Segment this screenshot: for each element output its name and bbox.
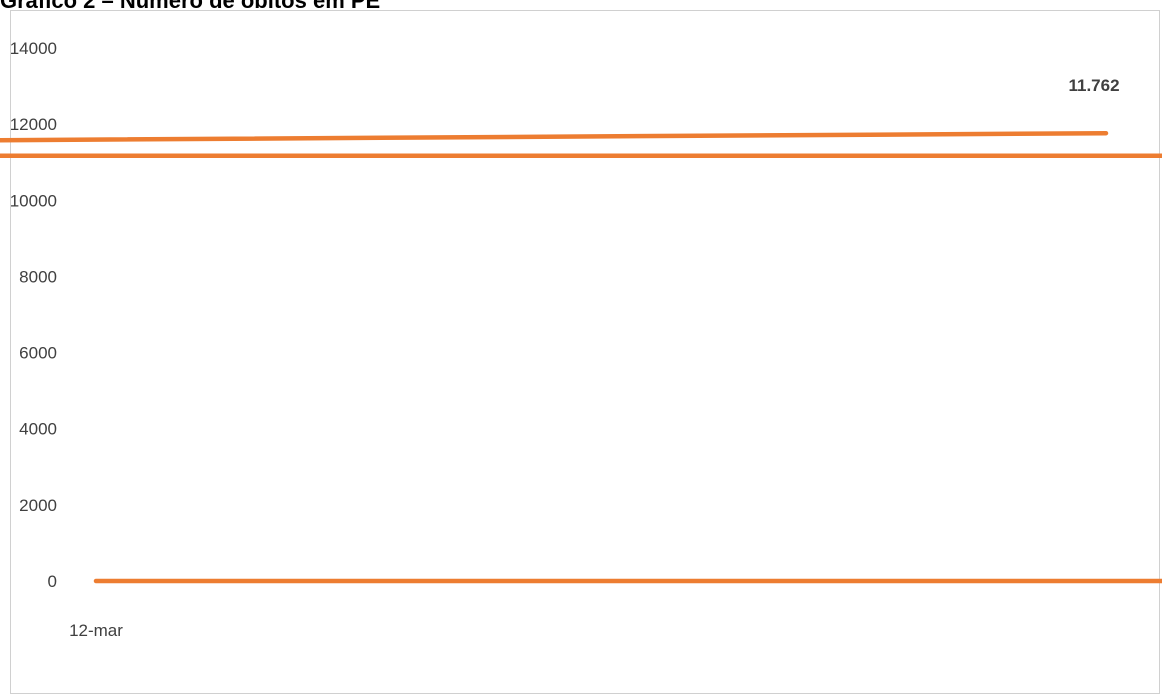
y-tick-label: 10000 [10, 191, 57, 210]
y-tick-label: 12000 [10, 115, 57, 134]
data-label: 11.762 [1068, 76, 1119, 95]
chart-border [10, 10, 1160, 694]
y-tick-label: 0 [48, 572, 57, 591]
x-tick-label: 12-mar [69, 621, 123, 640]
y-tick-label: 6000 [19, 344, 57, 363]
chart-title: Gráfico 2 – Número de óbitos em PE [0, 0, 381, 13]
y-tick-label: 2000 [19, 496, 57, 515]
y-tick-label: 14000 [10, 39, 57, 58]
y-tick-label: 8000 [19, 267, 57, 286]
series-line [0, 130, 1162, 584]
y-tick-label: 4000 [19, 420, 57, 439]
